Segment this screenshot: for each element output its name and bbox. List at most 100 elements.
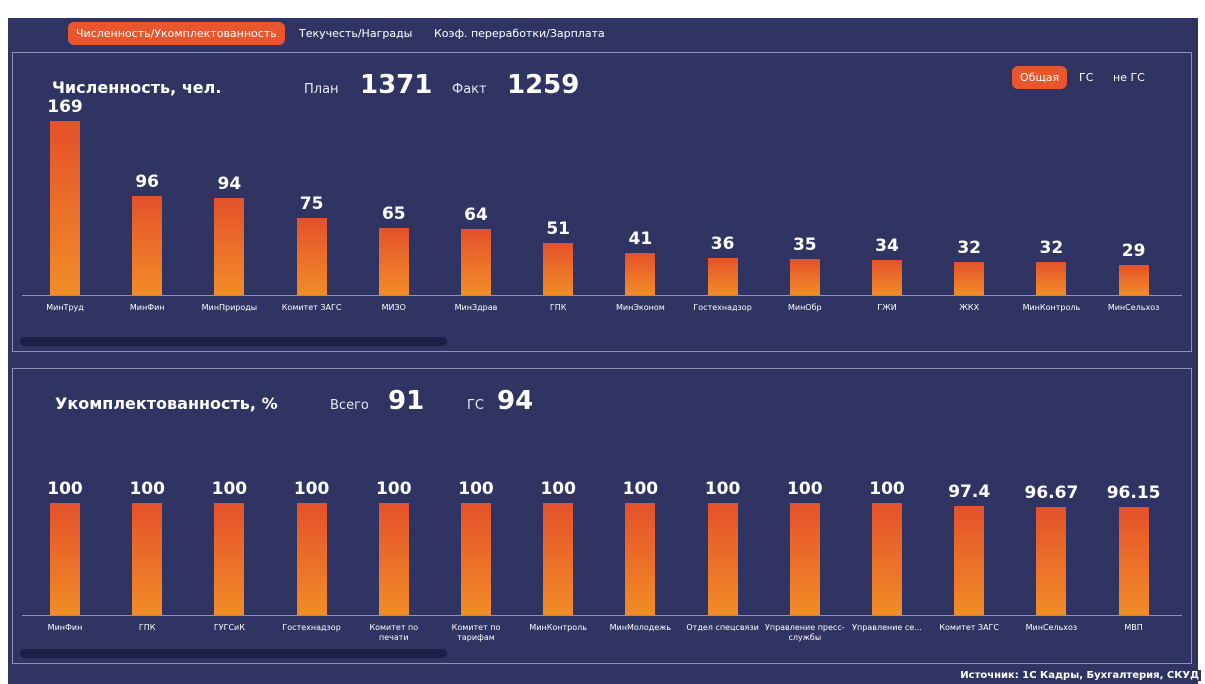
bar [707,257,738,295]
panel [12,368,1192,664]
value-label: 94 [217,174,242,195]
category-label: ГПК [549,303,567,312]
category-label: Комитет ЗАГС [939,623,1000,632]
bar [543,503,574,615]
kpi-value: 91 [388,386,425,416]
value-label: 100 [540,479,576,499]
kpi-value: 1259 [507,70,580,100]
value-label: 64 [464,205,488,226]
bar [625,503,656,615]
category-label: Управление се... [852,623,922,632]
value-label: 100 [129,479,165,499]
bar [1118,507,1149,615]
category-label: МинТруд [46,303,84,312]
bar [707,503,738,615]
bar [461,503,491,615]
bar [1118,265,1149,295]
category-label: МВП [1124,623,1143,632]
kpi-value: 94 [497,386,534,416]
value-label: 32 [1039,238,1064,259]
kpi-label: План [304,82,339,97]
category-label: Комитет по печати [369,623,419,642]
bar [214,198,245,295]
axis-line [22,615,1182,616]
bar [789,258,820,295]
kpi-label: Всего [330,398,369,413]
bar [461,229,491,295]
tab[interactable]: Численность/Укомплектованность [68,22,285,45]
value-label: 169 [47,97,83,118]
value-label: 100 [211,479,248,499]
category-label: МинПрироды [201,303,258,312]
panel [12,52,1192,352]
bar [296,217,327,295]
category-label: МинФин [47,623,83,632]
scrollbar[interactable] [20,337,447,346]
bar [378,503,409,615]
axis-line [22,295,1182,296]
category-label: МинКонтроль [529,623,587,632]
bar [50,503,80,615]
category-label: МинФин [129,303,165,312]
category-label: ГПК [138,623,156,632]
category-label: Гостехнадзор [693,303,752,312]
bar [625,252,656,295]
bar [543,242,574,295]
category-label: МинСельхоз [1107,303,1160,312]
value-label: 35 [792,234,817,255]
toggle[interactable]: ГС [1079,71,1094,84]
category-label: Отдел спецсвязи [686,623,759,632]
category-label: МинКонтроль [1022,303,1081,312]
value-label: 100 [704,479,741,499]
kpi-value: 1371 [360,70,433,100]
value-label: 65 [381,204,406,225]
bar [789,503,820,615]
tab[interactable]: Коэф. переработки/Зарплата [434,27,605,40]
category-label: МинЭконом [615,303,665,312]
value-label: 32 [957,238,982,259]
value-label: 51 [546,218,571,239]
value-label: 100 [47,479,83,499]
category-label: Гостехнадзор [282,623,341,632]
toggle[interactable]: Общая [1012,66,1068,89]
value-label: 75 [299,193,324,214]
category-label: МИЗО [381,303,406,312]
value-label: 100 [293,479,330,499]
chart-title: Численность, чел. [52,78,222,97]
value-label: 96.15 [1106,483,1161,504]
bar [1036,262,1067,295]
category-label: ГЖИ [877,303,897,312]
kpi-label: ГС [467,398,485,413]
bar [872,260,902,295]
bar [378,228,409,295]
category-label: ГУГСиК [213,623,245,632]
value-label: 34 [875,236,899,256]
category-label: МинМолодежь [609,623,672,632]
category-label: МинСельхоз [1025,623,1078,632]
category-label: МинЗдрав [454,303,498,312]
category-label: ЖКХ [959,303,980,312]
value-label: 100 [787,479,823,499]
value-label: 100 [458,479,494,499]
kpi-label: Факт [452,82,487,97]
category-label: Управление пресс-службы [764,623,845,642]
value-label: 100 [376,479,412,499]
category-label: Комитет по тарифам [451,623,501,642]
tab[interactable]: Текучесть/Награды [299,27,413,40]
value-label: 96 [135,172,160,193]
bar [50,121,80,295]
category-label: МинОбр [787,303,822,312]
bar [954,262,985,295]
value-label: 36 [710,233,735,254]
value-label: 100 [622,479,659,499]
bar [132,196,163,295]
bar [1036,506,1067,615]
source: Источник: 1С Кадры, Бухгалтерия, СКУД [958,670,1201,681]
bar [872,503,902,615]
scrollbar[interactable] [20,649,447,658]
toggle[interactable]: не ГС [1113,71,1145,84]
bar [214,503,245,615]
value-label: 29 [1121,241,1146,262]
category-label: Комитет ЗАГС [281,303,342,312]
